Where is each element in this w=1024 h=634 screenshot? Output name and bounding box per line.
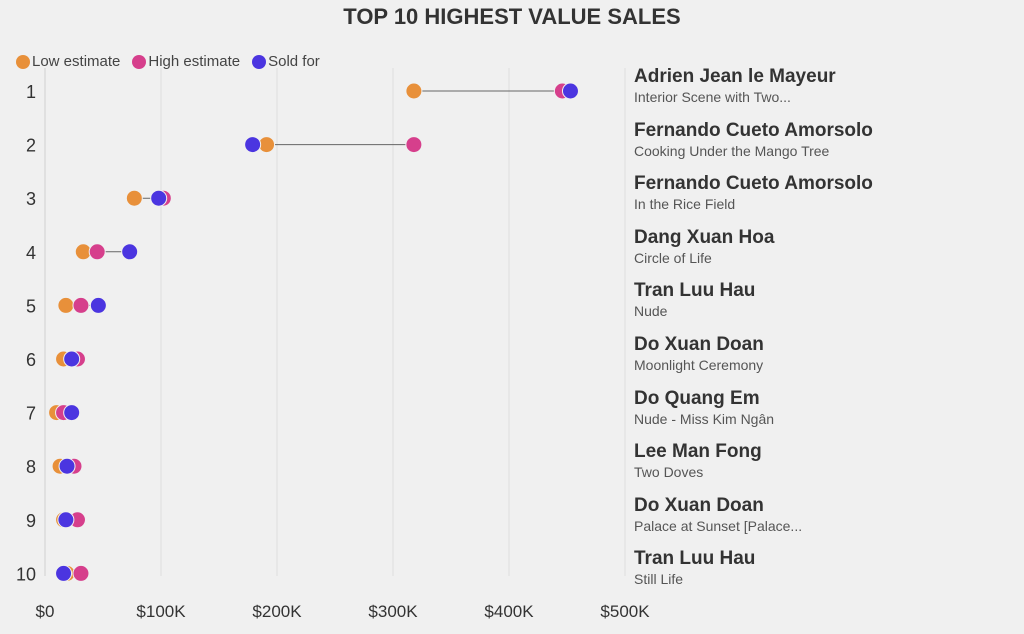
artist-name: Do Xuan Doan <box>634 494 764 516</box>
sold-point <box>63 350 81 368</box>
row-label: Lee Man Fong Two Doves <box>634 441 762 480</box>
row-label: Tran Luu Hau Still Life <box>634 548 755 587</box>
x-tick-label: $500K <box>600 602 650 621</box>
sold-point <box>561 82 579 100</box>
high-point <box>405 136 423 154</box>
legend-item-sold[interactable]: Sold for <box>252 53 320 70</box>
artwork-title: In the Rice Field <box>634 196 736 213</box>
artist-name: Fernando Cueto Amorsolo <box>634 119 873 141</box>
artist-name: Fernando Cueto Amorsolo <box>634 173 873 195</box>
row-label: Dang Xuan Hoa Circle of Life <box>634 227 774 266</box>
sold-point <box>150 189 168 207</box>
legend-label: Low estimate <box>32 53 121 70</box>
high-point <box>72 564 90 582</box>
x-tick-label: $400K <box>484 602 534 621</box>
sold-point <box>58 457 76 475</box>
legend-item-low[interactable]: Low estimate <box>16 53 120 70</box>
artist-name: Lee Man Fong <box>634 441 762 463</box>
low-point <box>57 296 75 314</box>
artist-name: Do Quang Em <box>634 387 760 409</box>
x-tick-label: $0 <box>36 602 55 621</box>
row-label: Fernando Cueto Amorsolo Cooking Under the… <box>634 120 873 159</box>
low-point <box>125 189 143 207</box>
high-dot-icon <box>132 54 147 69</box>
sold-dot-icon <box>252 54 267 69</box>
artwork-title: Two Doves <box>634 464 704 481</box>
artist-name: Tran Luu Hau <box>634 548 756 570</box>
rank-label: 10 <box>16 564 36 584</box>
row-label: Do Xuan Doan Palace at Sunset [Palace... <box>634 495 802 534</box>
sold-point <box>57 511 75 529</box>
chart-title: TOP 10 HIGHEST VALUE SALES <box>343 4 681 29</box>
artist-name: Tran Luu Hau <box>634 280 756 302</box>
artwork-title: Cooking Under the Mango Tree <box>634 142 830 159</box>
row-label: Do Xuan Doan Moonlight Ceremony <box>634 334 764 373</box>
artwork-title: Nude <box>634 303 668 320</box>
artwork-title: Still Life <box>634 571 684 588</box>
row-label: Tran Luu Hau Nude <box>634 280 755 319</box>
rank-label: 7 <box>26 404 36 424</box>
low-dot-icon <box>16 54 30 69</box>
rank-label: 4 <box>26 243 36 263</box>
artwork-title: Circle of Life <box>634 249 712 266</box>
artwork-title: Moonlight Ceremony <box>634 357 764 373</box>
legend-label: High estimate <box>148 53 241 70</box>
rank-label: 3 <box>26 189 36 209</box>
sold-point <box>63 404 81 422</box>
rank-label: 9 <box>26 511 36 531</box>
legend: Low estimate High estimate Sold for <box>16 53 320 70</box>
artist-name: Dang Xuan Hoa <box>634 226 775 248</box>
x-tick-label: $200K <box>252 602 302 621</box>
x-tick-label: $300K <box>368 602 418 621</box>
rank-label: 2 <box>26 136 36 156</box>
artist-name: Do Xuan Doan <box>634 334 764 355</box>
sold-point <box>89 296 107 314</box>
low-point <box>405 82 423 100</box>
sold-point <box>55 564 73 582</box>
artwork-title: Palace at Sunset [Palace... <box>634 517 803 534</box>
sold-point <box>244 136 262 154</box>
artist-name: Adrien Jean le Mayeur <box>634 66 836 87</box>
row-label: Fernando Cueto Amorsolo In the Rice Field <box>634 173 873 212</box>
rank-label: 1 <box>26 82 36 102</box>
legend-label: Sold for <box>268 53 320 70</box>
artwork-title: Nude - Miss Kim Ngân <box>634 410 775 427</box>
rank-label: 6 <box>26 350 36 370</box>
high-point <box>88 243 106 261</box>
rank-label: 8 <box>26 457 36 477</box>
sold-point <box>121 243 139 261</box>
x-tick-label: $100K <box>136 602 186 621</box>
legend-item-high[interactable]: High estimate <box>132 53 240 70</box>
row-label: Adrien Jean le Mayeur Interior Scene with… <box>634 66 836 105</box>
rank-label: 5 <box>26 296 36 316</box>
row-label: Do Quang Em Nude - Miss Kim Ngân <box>634 388 774 427</box>
high-point <box>72 296 90 314</box>
artwork-title: Interior Scene with Two... <box>634 89 791 105</box>
